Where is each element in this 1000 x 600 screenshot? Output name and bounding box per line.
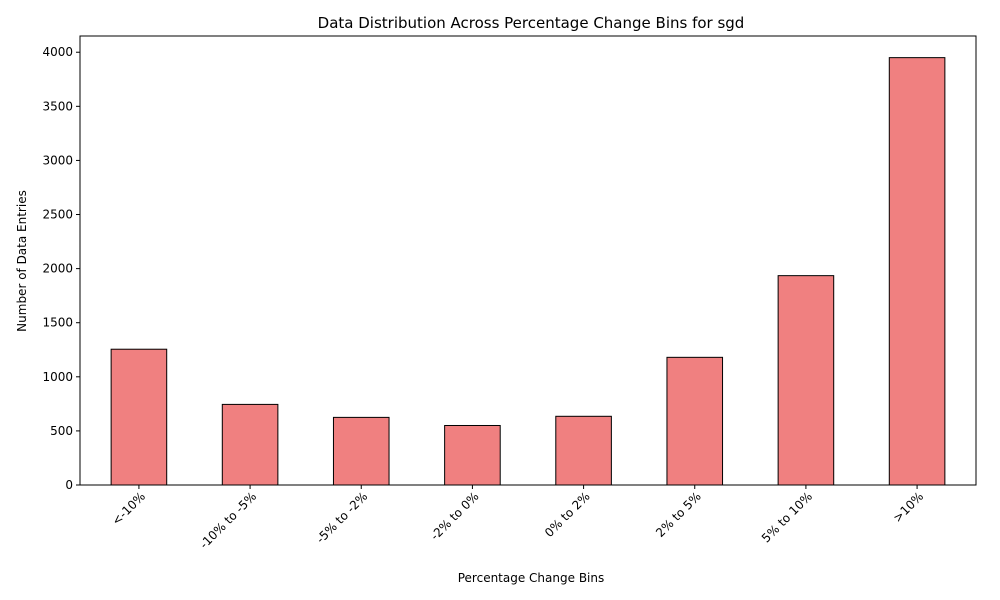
x-tick-label-7: >10% bbox=[890, 489, 926, 525]
bar-1 bbox=[221, 403, 279, 486]
bar-2 bbox=[332, 416, 390, 486]
bar-5 bbox=[666, 356, 724, 486]
y-tick-label-5: 2500 bbox=[42, 208, 73, 222]
y-tick-label-2: 1000 bbox=[42, 370, 73, 384]
bar-3 bbox=[444, 424, 501, 486]
x-tick-label-2: -5% to -2% bbox=[314, 489, 371, 546]
y-axis: 0 500 1000 1500 2000 2500 3000 3500 4000 bbox=[42, 45, 80, 492]
y-tick-label-0: 0 bbox=[65, 478, 73, 492]
bar-7 bbox=[888, 57, 946, 486]
bar-0 bbox=[110, 348, 168, 486]
y-tick-label-6: 3000 bbox=[42, 153, 73, 167]
bar-6 bbox=[777, 275, 835, 486]
x-tick-label-4: 0% to 2% bbox=[542, 489, 593, 540]
y-tick-label-1: 500 bbox=[50, 424, 73, 438]
y-tick-label-4: 2000 bbox=[42, 262, 73, 276]
x-tick-label-3: -2% to 0% bbox=[428, 489, 482, 543]
x-tick-label-6: 5% to 10% bbox=[759, 489, 815, 545]
y-axis-label: Number of Data Entries bbox=[15, 190, 29, 332]
x-tick-label-1: -10% to -5% bbox=[197, 489, 259, 551]
x-axis: <-10% -10% to -5% -5% to -2% -2% to 0% 0% to… bbox=[109, 485, 926, 551]
plot-frame bbox=[79, 35, 977, 486]
y-tick-label-8: 4000 bbox=[42, 45, 73, 59]
bar-4 bbox=[555, 415, 612, 486]
y-tick-label-3: 1500 bbox=[42, 316, 73, 330]
x-axis-label: Percentage Change Bins bbox=[458, 571, 605, 585]
chart-title: Data Distribution Across Percentage Chan… bbox=[318, 14, 745, 32]
x-tick-label-5: 2% to 5% bbox=[653, 489, 704, 540]
x-tick-label-0: <-10% bbox=[109, 489, 148, 528]
y-tick-label-7: 3500 bbox=[42, 99, 73, 113]
bars-group bbox=[110, 57, 946, 486]
